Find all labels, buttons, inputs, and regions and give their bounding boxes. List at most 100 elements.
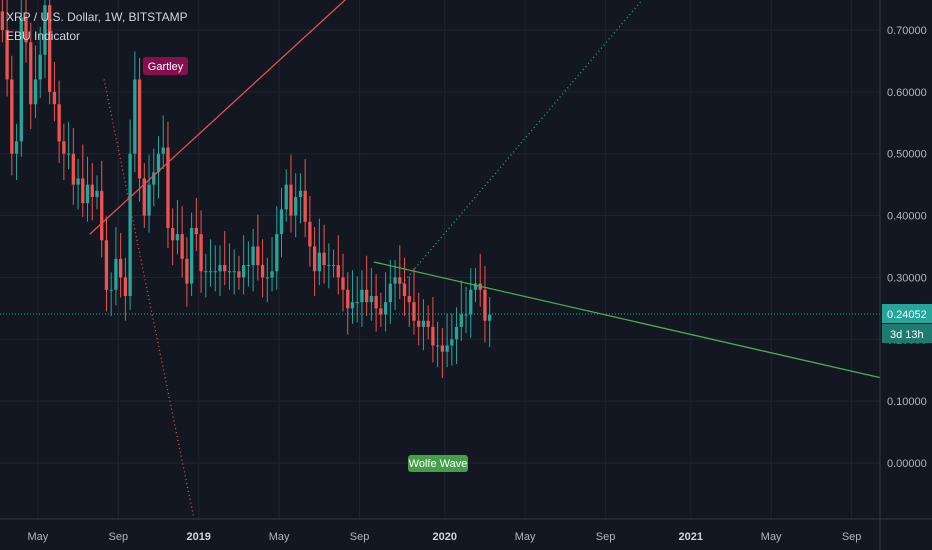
- symbol-title[interactable]: XRP / U.S. Dollar, 1W, BITSTAMP: [6, 10, 188, 24]
- candle-body: [43, 5, 47, 55]
- y-tick-label: 0.70000: [887, 25, 927, 37]
- candle-body: [341, 277, 345, 290]
- candle-body: [431, 326, 435, 346]
- candle-body: [123, 277, 128, 296]
- candle-body: [175, 234, 180, 241]
- gartley-label[interactable]: Gartley: [148, 61, 184, 73]
- candle-body: [360, 289, 364, 303]
- candle-body: [393, 277, 397, 284]
- candle-body: [355, 302, 359, 304]
- candle-body: [227, 271, 232, 273]
- candle-body: [435, 345, 440, 347]
- grid: [0, 0, 880, 519]
- candle-body: [369, 295, 374, 303]
- candle-body: [237, 271, 241, 278]
- y-tick-label: 0.50000: [887, 149, 927, 161]
- candle-body: [166, 147, 170, 228]
- candle-body: [223, 265, 227, 272]
- candle-body: [208, 271, 213, 273]
- candle-body: [0, 11, 5, 30]
- candle-body: [464, 314, 468, 316]
- indicator-name[interactable]: EBU Indicator: [6, 29, 81, 43]
- candle-body: [365, 289, 369, 303]
- candle-body: [95, 190, 99, 198]
- y-tick-label: 0.40000: [887, 211, 927, 223]
- trendlines: [89, 0, 881, 519]
- candle-body: [152, 172, 156, 185]
- candle-body: [412, 302, 416, 321]
- candle-body: [383, 302, 388, 315]
- candle-body: [38, 54, 42, 80]
- x-tick-label: Sep: [108, 531, 128, 543]
- trendline-red-solid[interactable]: [89, 0, 360, 235]
- candle-body: [19, 17, 23, 142]
- candle-body: [242, 265, 246, 278]
- candle-body: [445, 345, 449, 352]
- candle-body: [194, 227, 198, 235]
- candle-body: [52, 91, 57, 105]
- candle-body: [180, 234, 184, 259]
- time-axis[interactable]: May Sep 2019 May Sep 2020 May Sep 2021 May Sep: [27, 531, 861, 543]
- candle-body: [327, 265, 331, 267]
- candle-body: [71, 153, 75, 185]
- candle-body: [279, 209, 284, 235]
- candle-body: [379, 308, 383, 315]
- candle-body: [260, 265, 265, 278]
- candle-body: [33, 79, 38, 105]
- candle-body: [104, 240, 109, 290]
- candle-body: [402, 283, 407, 296]
- trendline-red-dotted[interactable]: [103, 79, 195, 519]
- price-axis[interactable]: 0.700000.600000.500000.400000.300000.200…: [887, 25, 927, 470]
- candles: [0, 0, 492, 378]
- candle-body: [298, 190, 303, 198]
- candle-body: [90, 184, 94, 198]
- candle-body: [109, 289, 113, 291]
- x-tick-label: 2020: [432, 531, 456, 543]
- x-tick-label: May: [27, 531, 48, 543]
- candle-body: [57, 104, 61, 142]
- candle-body: [204, 271, 208, 273]
- y-tick-label: 0.00000: [887, 458, 927, 470]
- candle-body: [454, 326, 459, 340]
- candle-body: [5, 29, 9, 80]
- candle-body: [483, 289, 487, 321]
- y-tick-label: 0.30000: [887, 272, 927, 284]
- candle-body: [265, 277, 269, 279]
- candle-body: [331, 265, 336, 267]
- x-tick-label: May: [269, 531, 290, 543]
- x-tick-label: Sep: [350, 531, 370, 543]
- candle-body: [114, 258, 118, 290]
- candle-body: [246, 265, 251, 267]
- candle-body: [417, 320, 421, 327]
- y-tick-label: 0.60000: [887, 87, 927, 99]
- candle-body: [156, 153, 161, 173]
- chart-legend: XRP / U.S. Dollar, 1W, BITSTAMP EBU Indi…: [6, 8, 188, 46]
- x-tick-label: 2021: [679, 531, 703, 543]
- candle-body: [312, 246, 317, 272]
- candle-body: [308, 221, 312, 247]
- countdown-badge: [882, 324, 932, 343]
- candle-body: [289, 184, 293, 216]
- candle-body: [488, 314, 492, 321]
- candle-body: [85, 184, 90, 204]
- candle-body: [161, 147, 165, 154]
- candle-body: [294, 197, 298, 216]
- trendline-green-solid[interactable]: [373, 261, 881, 379]
- candle-body: [473, 283, 478, 290]
- candle-body: [14, 141, 19, 154]
- candle-body: [336, 265, 340, 278]
- candle-body: [66, 153, 71, 155]
- candle-body: [251, 246, 255, 266]
- candle-body: [284, 184, 288, 210]
- candle-body: [100, 190, 104, 241]
- candle-body: [450, 339, 454, 346]
- candle-body: [199, 234, 203, 272]
- candle-body: [426, 320, 430, 327]
- wolfe-wave-label[interactable]: Wolfe Wave: [409, 458, 468, 470]
- candle-body: [137, 79, 142, 179]
- candle-body: [213, 271, 217, 273]
- candle-body: [275, 234, 279, 272]
- candle-body: [317, 252, 322, 272]
- candle-body: [24, 17, 28, 43]
